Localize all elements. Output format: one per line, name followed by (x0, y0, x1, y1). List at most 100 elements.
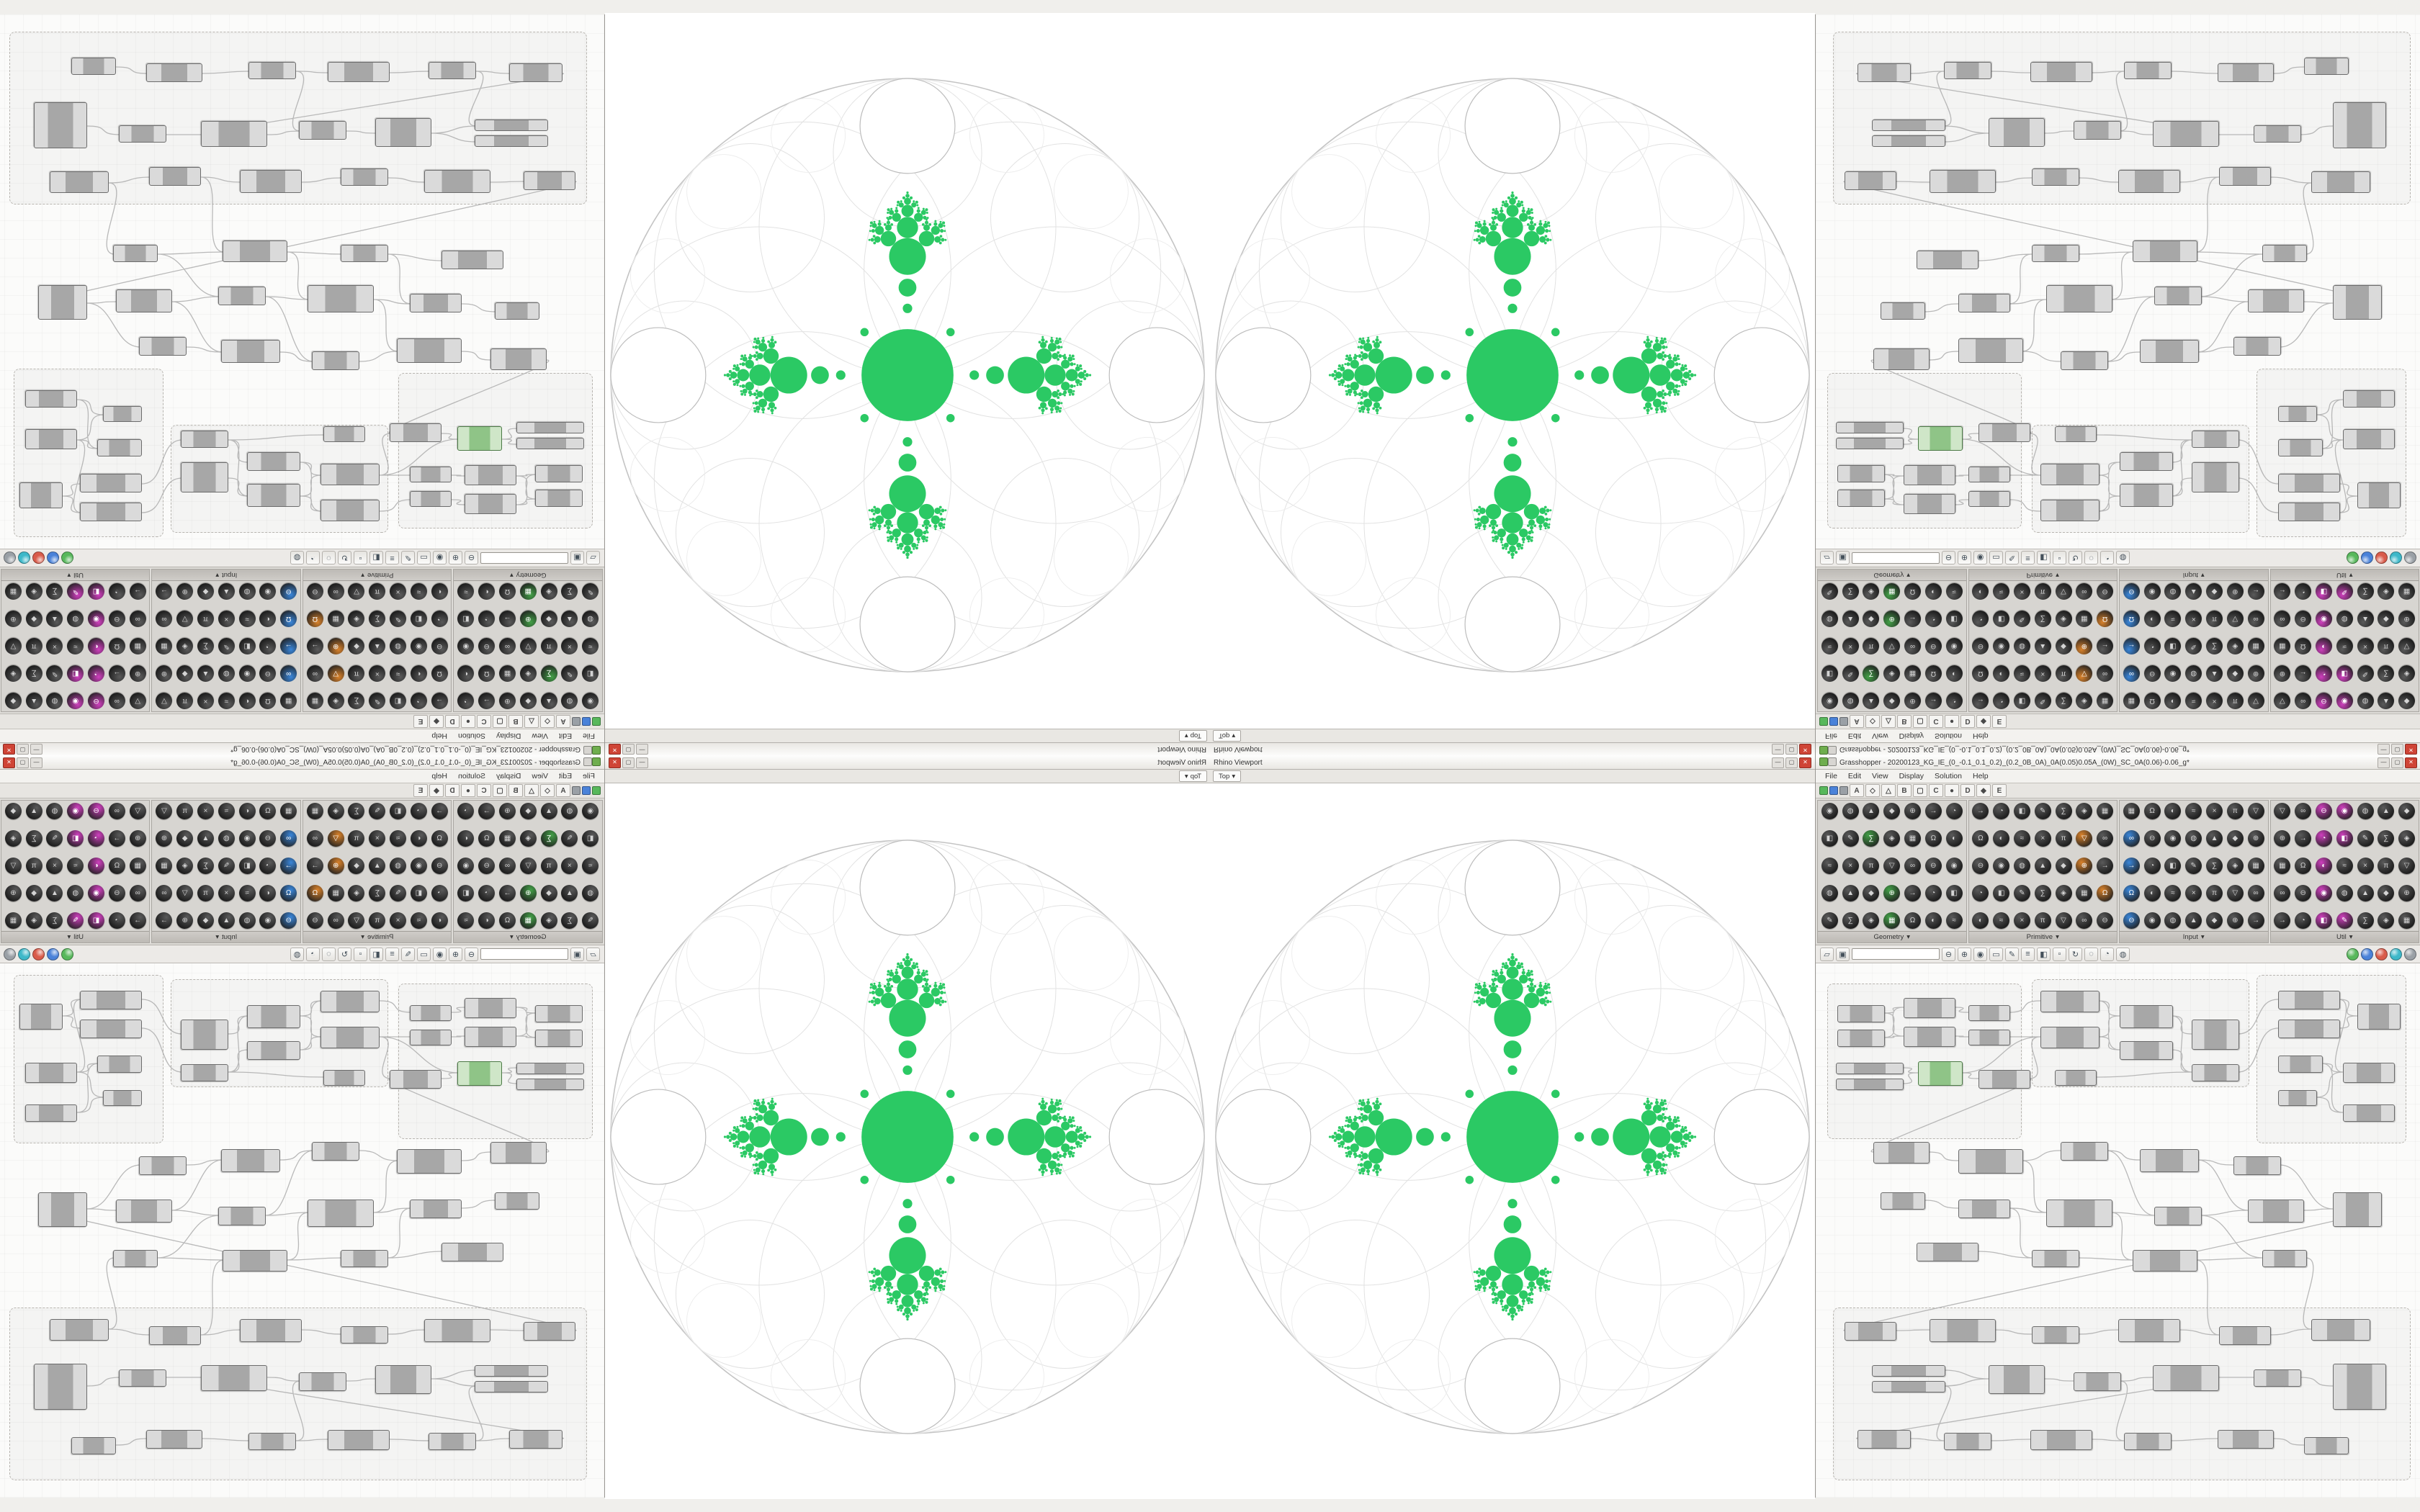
component-node-23[interactable] (25, 390, 77, 408)
component-node-53[interactable] (429, 1433, 476, 1450)
component-icon[interactable]: ∞ (280, 830, 297, 847)
component-icon[interactable]: ⊖ (2123, 912, 2140, 929)
component-node-50[interactable] (2254, 1369, 2301, 1387)
component-icon[interactable]: ◉ (1821, 693, 1838, 709)
component-node-9[interactable] (1978, 1070, 2030, 1089)
component-node-17[interactable] (80, 991, 142, 1009)
component-icon[interactable]: Ω (431, 665, 448, 682)
component-node-2[interactable] (465, 998, 516, 1018)
component-icon[interactable]: ◔ (2143, 638, 2161, 654)
component-icon[interactable]: ⊖ (2123, 583, 2140, 600)
palette-group-label[interactable]: Primitive ▾ (1968, 931, 2117, 942)
menu-view[interactable]: View (532, 732, 548, 740)
component-icon[interactable]: Ω (1924, 830, 1942, 847)
component-icon[interactable]: → (2123, 858, 2140, 874)
palette-group-label[interactable]: Primitive ▾ (1968, 570, 2117, 581)
component-icon[interactable]: ✎ (561, 830, 578, 847)
component-icon[interactable]: → (2295, 665, 2312, 682)
component-icon[interactable]: Ω (280, 611, 297, 627)
component-node-19[interactable] (19, 482, 63, 508)
definition-canvas[interactable] (0, 963, 604, 1498)
component-node-32[interactable] (2154, 1207, 2202, 1225)
component-icon[interactable]: π (2055, 830, 2072, 847)
component-icon[interactable]: Ω (1904, 583, 1922, 600)
palette-group-label[interactable]: Input ▾ (152, 570, 300, 581)
component-node-56[interactable] (2218, 63, 2274, 82)
component-tab-7[interactable]: D (1960, 784, 1975, 797)
component-icon[interactable]: × (390, 912, 407, 929)
component-node-33[interactable] (2248, 289, 2304, 312)
component-node-49[interactable] (2153, 121, 2219, 147)
component-icon[interactable]: ≈ (457, 912, 475, 929)
component-icon[interactable]: ⊖ (2295, 611, 2312, 627)
component-icon[interactable]: ⊕ (519, 611, 537, 627)
viewport-canvas[interactable] (605, 13, 1210, 729)
component-tab-5[interactable]: C (1929, 784, 1943, 797)
component-icon[interactable]: ◐ (431, 912, 448, 929)
component-icon[interactable]: ⊕ (156, 830, 173, 847)
component-icon[interactable]: ◆ (176, 830, 194, 847)
preview-cyan-sphere-icon[interactable] (18, 552, 30, 564)
component-icon[interactable]: Ω (2097, 611, 2114, 627)
minimize-icon[interactable]: — (2378, 744, 2390, 755)
component-node-44[interactable] (50, 171, 109, 193)
component-icon[interactable]: ◔ (108, 912, 125, 929)
component-node-37[interactable] (223, 240, 287, 262)
component-icon[interactable]: Ω (108, 638, 125, 654)
component-icon[interactable]: ≈ (582, 638, 599, 654)
component-icon[interactable]: ◈ (348, 611, 365, 627)
component-icon[interactable]: ▦ (129, 638, 146, 654)
preview-cyan-sphere-icon[interactable] (2390, 948, 2402, 960)
component-icon[interactable]: ◈ (2226, 858, 2244, 874)
component-icon[interactable]: ▲ (25, 693, 42, 709)
component-icon[interactable]: ▲ (46, 885, 63, 901)
component-tab-0[interactable]: A (1850, 784, 1864, 797)
layout-icon[interactable]: ≡ (2021, 947, 2035, 961)
named-view-icon[interactable]: ▭ (417, 551, 431, 565)
component-icon[interactable]: ◉ (67, 803, 84, 819)
component-icon[interactable]: π (176, 693, 194, 709)
component-icon[interactable]: ✎ (2357, 830, 2374, 847)
component-tab-2[interactable]: △ (524, 784, 539, 797)
component-icon[interactable]: ◐ (2315, 638, 2332, 654)
component-icon[interactable]: ▽ (1883, 858, 1901, 874)
sets-tab-icon[interactable] (572, 717, 581, 726)
component-node-23[interactable] (2343, 390, 2395, 408)
component-icon[interactable]: ▦ (2076, 611, 2093, 627)
component-icon[interactable]: Ω (306, 611, 323, 627)
component-icon[interactable]: ◐ (410, 665, 427, 682)
component-icon[interactable]: ◉ (582, 693, 599, 709)
component-icon[interactable]: → (1924, 693, 1942, 709)
component-icon[interactable]: → (478, 693, 496, 709)
component-node-4[interactable] (410, 1005, 452, 1021)
preview-wire-icon[interactable]: ◔ (306, 947, 320, 961)
component-node-12[interactable] (2120, 484, 2173, 507)
component-icon[interactable]: ≈ (410, 912, 427, 929)
component-node-14[interactable] (2192, 1020, 2239, 1050)
component-node-29[interactable] (1881, 302, 1925, 320)
component-icon[interactable]: → (1904, 885, 1922, 901)
component-icon[interactable]: ◉ (2336, 803, 2353, 819)
component-icon[interactable]: ◈ (1863, 912, 1880, 929)
preview-wire-icon[interactable]: ◔ (306, 551, 320, 565)
component-node-45[interactable] (1872, 1365, 1945, 1377)
component-node-44[interactable] (2311, 1319, 2370, 1341)
maths-tab-icon[interactable] (582, 786, 591, 795)
component-icon[interactable]: ⊖ (1924, 858, 1942, 874)
component-icon[interactable]: ◍ (2185, 830, 2202, 847)
component-icon[interactable]: ⊖ (431, 638, 448, 654)
component-icon[interactable]: ∞ (2295, 803, 2312, 819)
component-icon[interactable]: ▦ (1904, 665, 1922, 682)
component-node-55[interactable] (2124, 62, 2172, 79)
component-icon[interactable]: ◉ (1821, 803, 1838, 819)
component-icon[interactable]: ◉ (457, 638, 475, 654)
menu-help[interactable]: Help (1972, 732, 1989, 740)
component-icon[interactable]: ✎ (2013, 611, 2030, 627)
component-icon[interactable]: ▲ (2185, 583, 2202, 600)
component-icon[interactable]: × (390, 583, 407, 600)
component-icon[interactable]: Ω (2143, 803, 2161, 819)
minimize-icon[interactable]: — (1772, 757, 1784, 768)
component-icon[interactable]: ◍ (2164, 912, 2182, 929)
component-icon[interactable]: Ω (1924, 665, 1942, 682)
minimize-icon[interactable]: — (30, 744, 42, 755)
